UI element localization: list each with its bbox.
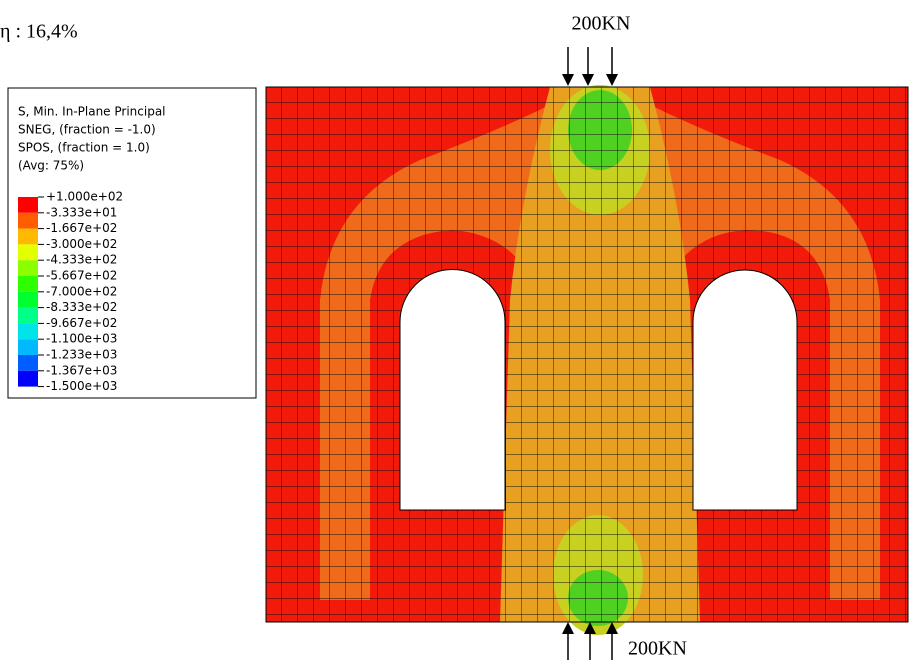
- legend-label: -9.667e+02: [46, 316, 117, 330]
- figure: η : 16,4% S, Min. In-Plane Principal SNEG…: [0, 0, 921, 665]
- legend-label: -1.500e+03: [46, 379, 117, 393]
- page: η : 16,4% S, Min. In-Plane Principal SNEG…: [0, 0, 921, 665]
- legend-label: -3.000e+02: [46, 237, 117, 251]
- legend-swatch: [18, 339, 38, 355]
- legend-label: +1.000e+02: [46, 190, 123, 204]
- opening: [400, 270, 505, 510]
- legend-label: -5.667e+02: [46, 269, 117, 283]
- legend-swatch: [18, 308, 38, 324]
- legend-swatch: [18, 292, 38, 308]
- legend-swatch: [18, 197, 38, 213]
- load-label: 200KN: [572, 13, 631, 35]
- legend-title: SPOS, (fraction = 1.0): [18, 141, 150, 155]
- plate: [266, 85, 908, 635]
- legend-swatch: [18, 213, 38, 229]
- legend-swatch: [18, 260, 38, 276]
- legend-swatch: [18, 355, 38, 371]
- legend-swatch: [18, 244, 38, 260]
- legend-title: (Avg: 75%): [18, 159, 84, 173]
- legend-title: S, Min. In-Plane Principal: [18, 105, 166, 119]
- legend-swatch: [18, 276, 38, 292]
- legend-swatch: [18, 229, 38, 245]
- legend-swatch: [18, 371, 38, 387]
- legend-label: -4.333e+02: [46, 253, 117, 267]
- legend-label: -1.367e+03: [46, 363, 117, 377]
- legend-label: -8.333e+02: [46, 300, 117, 314]
- legend-label: -1.667e+02: [46, 221, 117, 235]
- efficiency-label: η : 16,4%: [0, 21, 78, 43]
- opening: [693, 270, 797, 510]
- legend-title: SNEG, (fraction = -1.0): [18, 123, 156, 137]
- legend-label: -1.233e+03: [46, 348, 117, 362]
- mesh: [266, 87, 908, 622]
- legend-label: -3.333e+01: [46, 205, 117, 219]
- load-arrows-top: [568, 47, 612, 80]
- legend-label: -7.000e+02: [46, 284, 117, 298]
- legend-label: -1.100e+03: [46, 332, 117, 346]
- load-label: 200KN: [628, 638, 687, 660]
- legend-swatch: [18, 323, 38, 339]
